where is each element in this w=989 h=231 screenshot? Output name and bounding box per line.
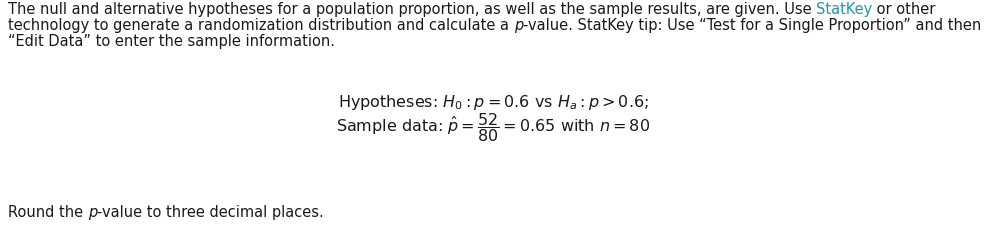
Text: StatKey: StatKey [816, 2, 872, 17]
Text: -value to three decimal places.: -value to three decimal places. [97, 205, 323, 220]
Text: p: p [88, 205, 97, 220]
Text: -value. StatKey tip: Use “Test for a Single Proportion” and then: -value. StatKey tip: Use “Test for a Sin… [523, 18, 981, 33]
Text: or other: or other [872, 2, 936, 17]
Text: technology to generate a randomization distribution and calculate a: technology to generate a randomization d… [8, 18, 513, 33]
Text: “Edit Data” to enter the sample information.: “Edit Data” to enter the sample informat… [8, 34, 335, 49]
Text: p: p [513, 18, 523, 33]
Text: Hypotheses: $H_0 : p = 0.6$ vs $H_a : p > 0.6;$: Hypotheses: $H_0 : p = 0.6$ vs $H_a : p … [338, 93, 649, 112]
Text: Round the: Round the [8, 205, 88, 220]
Text: Sample data: $\hat{p} = \dfrac{52}{80} = 0.65$ with $n = 80$: Sample data: $\hat{p} = \dfrac{52}{80} =… [336, 111, 651, 144]
Text: The null and alternative hypotheses for a population proportion, as well as the : The null and alternative hypotheses for … [8, 2, 816, 17]
